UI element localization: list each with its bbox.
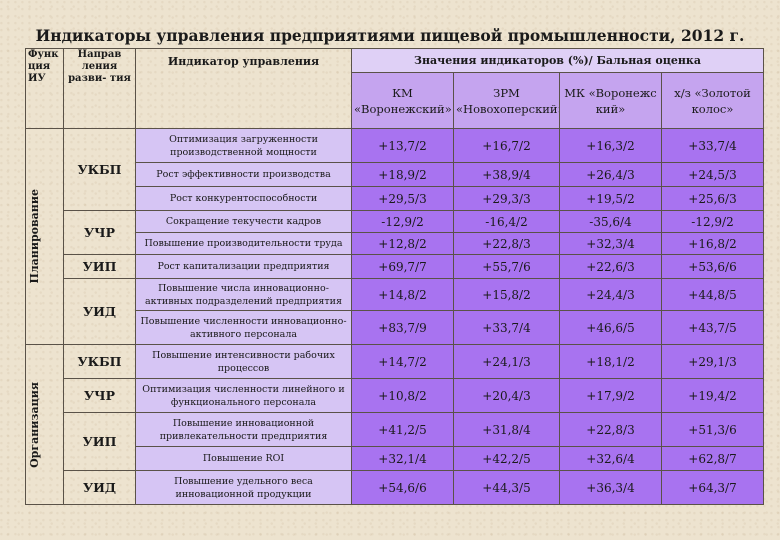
indicator-label: Повышение удельного веса инновационной п… xyxy=(135,470,352,505)
value-cell: +29,1/3 xyxy=(661,344,764,379)
value-cell: +64,3/7 xyxy=(661,470,764,505)
value-cell: +31,8/4 xyxy=(453,412,560,447)
direction-label: УИД xyxy=(63,470,136,505)
value-cell: +83,7/9 xyxy=(351,310,454,345)
value-cell: +24,5/3 xyxy=(661,162,764,187)
value-cell: +26,4/3 xyxy=(559,162,662,187)
value-cell: +53,6/6 xyxy=(661,254,764,279)
direction-label: УИД xyxy=(63,278,136,345)
value-cell: +25,6/3 xyxy=(661,186,764,211)
value-cell: +18,1/2 xyxy=(559,344,662,379)
value-cell: +19,4/2 xyxy=(661,378,764,413)
value-cell: +19,5/2 xyxy=(559,186,662,211)
header-company: ЗРМ «Новохоперский» xyxy=(453,72,560,129)
value-cell: +46,6/5 xyxy=(559,310,662,345)
indicator-label: Рост капитализации предприятия xyxy=(135,254,352,279)
indicator-label: Повышение численности инновационно-актив… xyxy=(135,310,352,345)
value-cell: +51,3/6 xyxy=(661,412,764,447)
direction-label: УИП xyxy=(63,254,136,279)
value-cell: +14,7/2 xyxy=(351,344,454,379)
value-cell: -12,9/2 xyxy=(661,210,764,233)
value-cell: +55,7/6 xyxy=(453,254,560,279)
value-cell: +12,8/2 xyxy=(351,232,454,255)
value-cell: +24,4/3 xyxy=(559,278,662,311)
indicator-label: Повышение числа инновационно-активных по… xyxy=(135,278,352,311)
indicator-label: Повышение интенсивности рабочих процессо… xyxy=(135,344,352,379)
value-cell: +16,3/2 xyxy=(559,128,662,163)
indicators-table: Функ ция ИУ Направ ления разви- тия Инди… xyxy=(25,48,764,505)
value-cell: +15,8/2 xyxy=(453,278,560,311)
header-direction: Направ ления разви- тия xyxy=(63,48,136,129)
indicator-label: Повышение инновационной привлекательност… xyxy=(135,412,352,447)
value-cell: +32,3/4 xyxy=(559,232,662,255)
value-cell: -16,4/2 xyxy=(453,210,560,233)
value-cell: +44,3/5 xyxy=(453,470,560,505)
value-cell: +33,7/4 xyxy=(453,310,560,345)
value-cell: +22,8/3 xyxy=(559,412,662,447)
value-cell: +36,3/4 xyxy=(559,470,662,505)
indicator-label: Повышение ROI xyxy=(135,446,352,471)
header-function: Функ ция ИУ xyxy=(25,48,64,129)
header-company: МК «Воронежс кий» xyxy=(559,72,662,129)
value-cell: +22,8/3 xyxy=(453,232,560,255)
direction-label: УКБП xyxy=(63,128,136,211)
value-cell: +10,8/2 xyxy=(351,378,454,413)
value-cell: +38,9/4 xyxy=(453,162,560,187)
value-cell: +13,7/2 xyxy=(351,128,454,163)
value-cell: +29,5/3 xyxy=(351,186,454,211)
value-cell: +69,7/7 xyxy=(351,254,454,279)
header-company: х/з «Золотой колос» xyxy=(661,72,764,129)
value-cell: +29,3/3 xyxy=(453,186,560,211)
indicator-label: Рост конкурентоспособности xyxy=(135,186,352,211)
value-cell: +42,2/5 xyxy=(453,446,560,471)
value-cell: +62,8/7 xyxy=(661,446,764,471)
indicator-label: Оптимизация загруженности производственн… xyxy=(135,128,352,163)
value-cell: +44,8/5 xyxy=(661,278,764,311)
value-cell: +17,9/2 xyxy=(559,378,662,413)
value-cell: +18,9/2 xyxy=(351,162,454,187)
indicator-label: Оптимизация численности линейного и функ… xyxy=(135,378,352,413)
value-cell: +32,6/4 xyxy=(559,446,662,471)
value-cell: +54,6/6 xyxy=(351,470,454,505)
indicator-label: Рост эффективности производства xyxy=(135,162,352,187)
header-company: КМ «Воронежский» xyxy=(351,72,454,129)
indicator-label: Сокращение текучести кадров xyxy=(135,210,352,233)
value-cell: +33,7/4 xyxy=(661,128,764,163)
value-cell: +14,8/2 xyxy=(351,278,454,311)
value-cell: -35,6/4 xyxy=(559,210,662,233)
page-title: Индикаторы управления предприятиями пище… xyxy=(35,26,745,45)
header-indicator: Индикатор управления xyxy=(135,48,352,129)
value-cell: +43,7/5 xyxy=(661,310,764,345)
direction-label: УКБП xyxy=(63,344,136,379)
value-cell: +32,1/4 xyxy=(351,446,454,471)
function-organization: Организация xyxy=(25,344,64,505)
value-cell: +20,4/3 xyxy=(453,378,560,413)
value-cell: +24,1/3 xyxy=(453,344,560,379)
value-cell: -12,9/2 xyxy=(351,210,454,233)
value-cell: +16,8/2 xyxy=(661,232,764,255)
direction-label: УЧР xyxy=(63,378,136,413)
function-planning: Планирование xyxy=(25,128,64,345)
value-cell: +41,2/5 xyxy=(351,412,454,447)
indicator-label: Повышение производительности труда xyxy=(135,232,352,255)
direction-label: УЧР xyxy=(63,210,136,255)
direction-label: УИП xyxy=(63,412,136,471)
header-values-group: Значения индикаторов (%)/ Бальная оценка xyxy=(351,48,764,73)
value-cell: +16,7/2 xyxy=(453,128,560,163)
value-cell: +22,6/3 xyxy=(559,254,662,279)
